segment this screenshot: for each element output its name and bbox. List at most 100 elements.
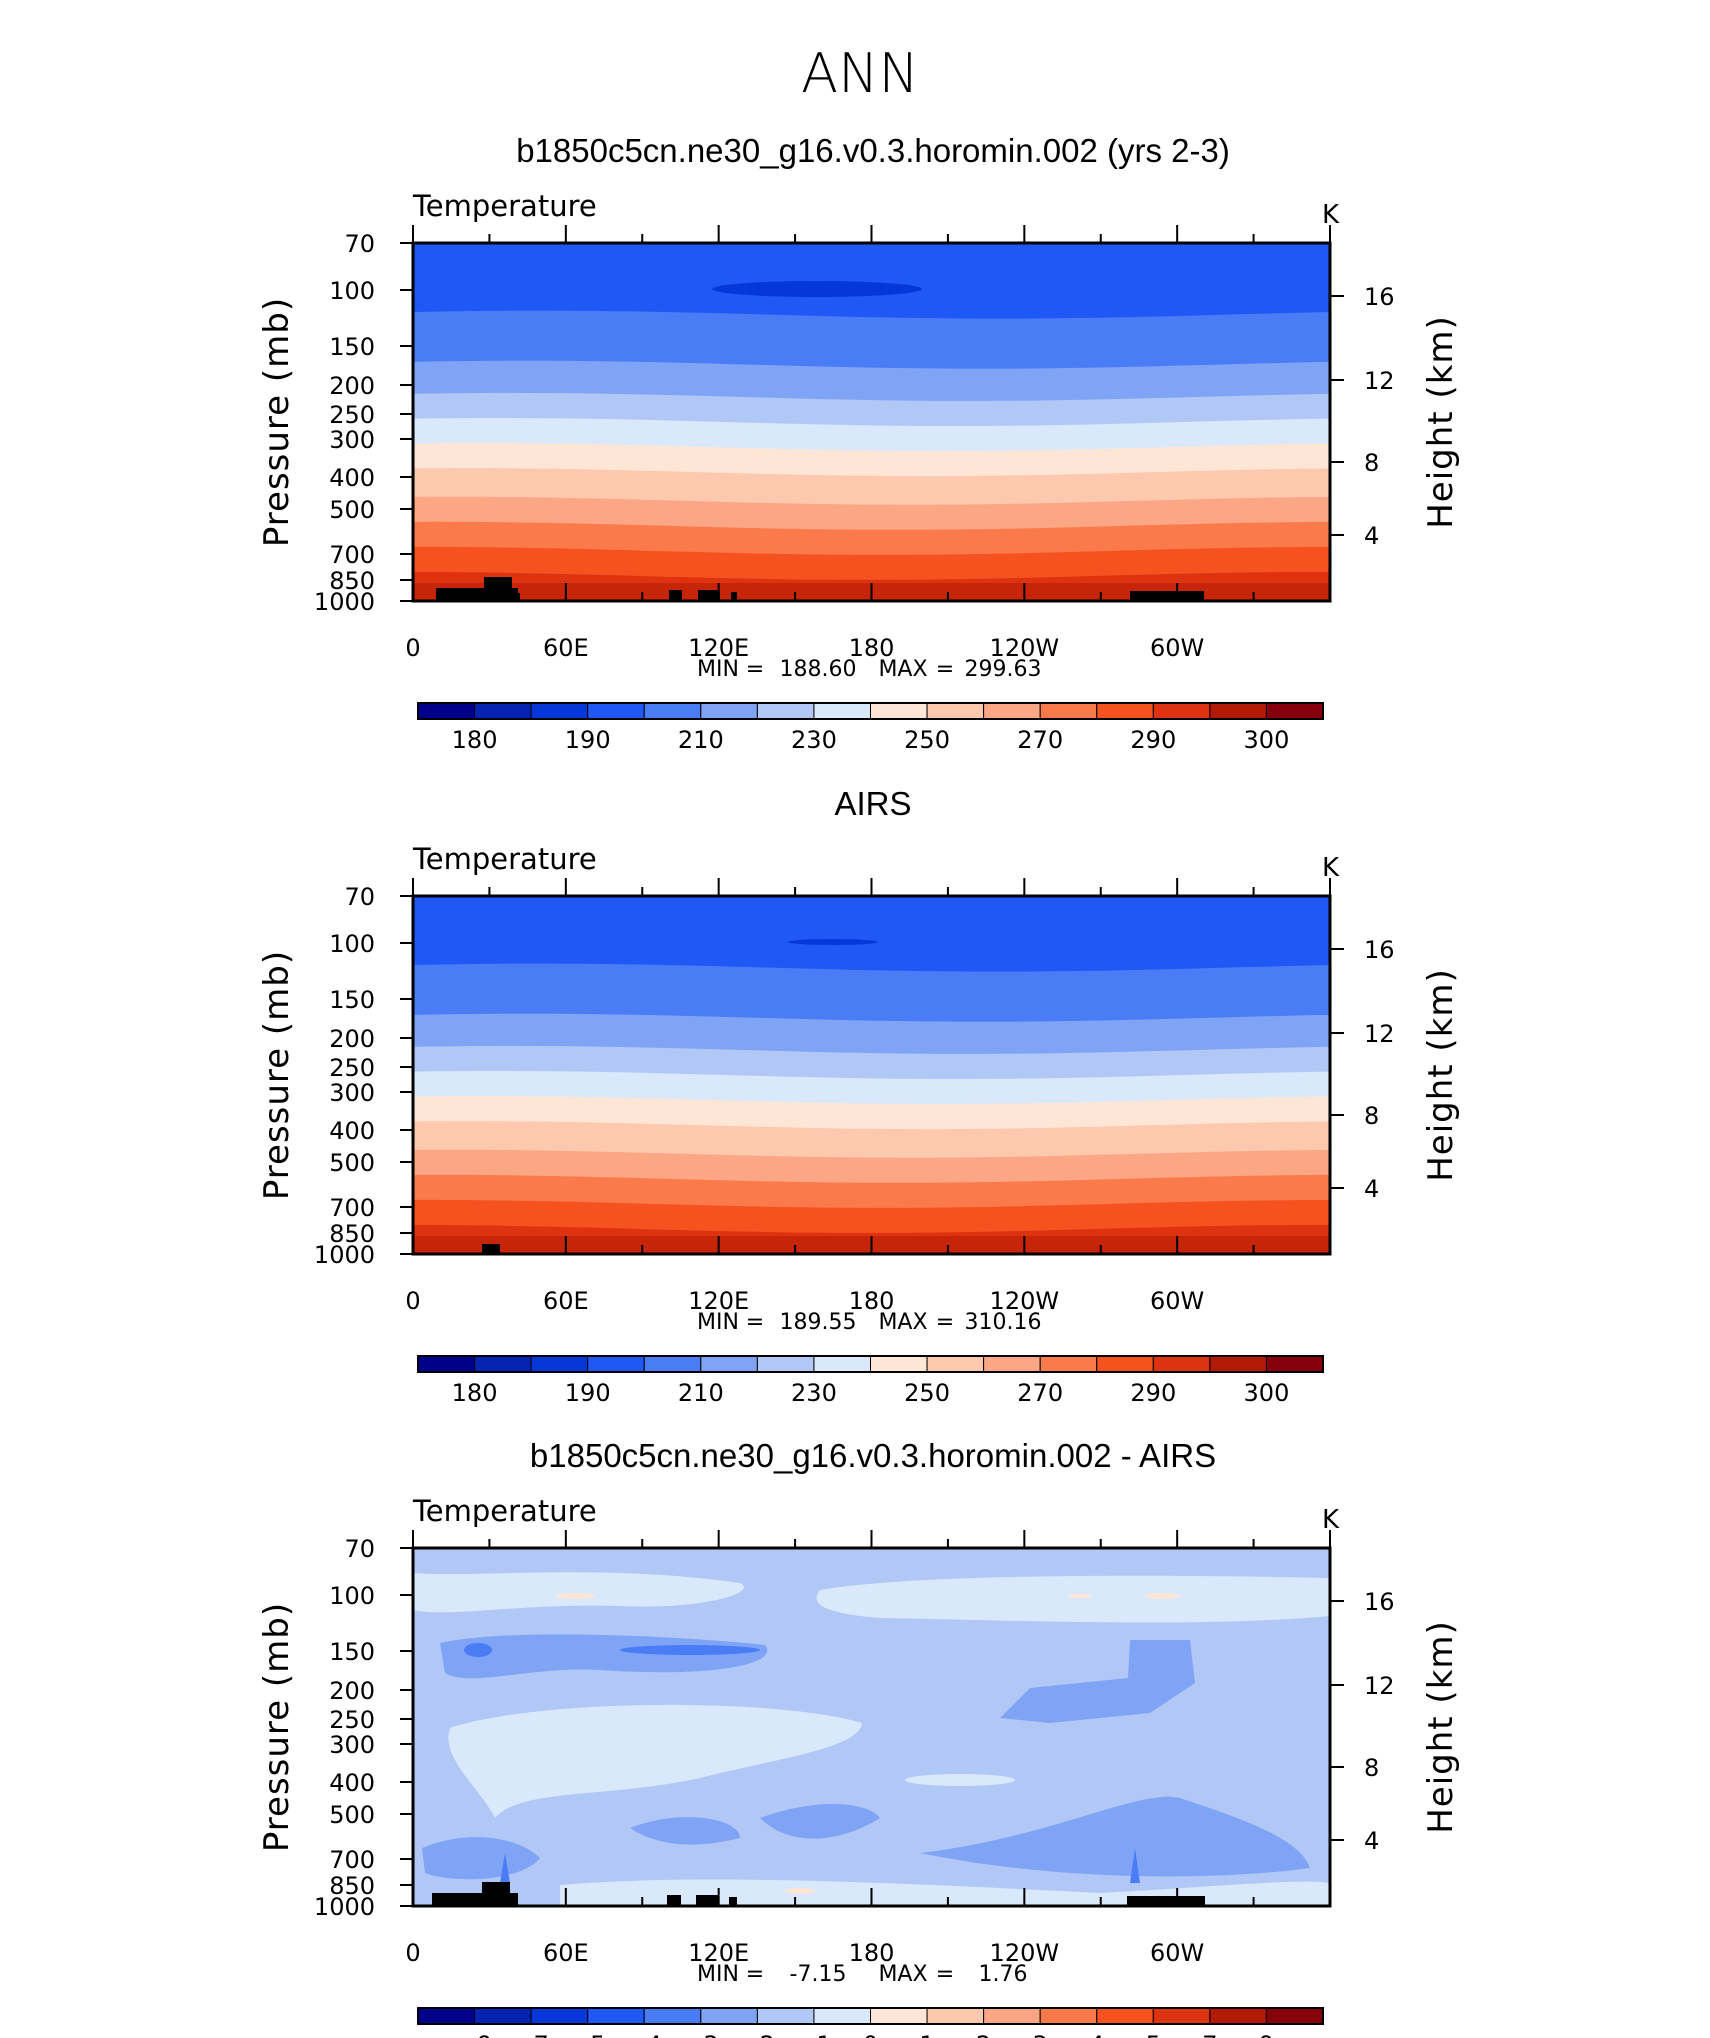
y-tick-label: 1000 bbox=[314, 588, 375, 616]
colorbar-box bbox=[870, 1355, 928, 1373]
colorbar-box bbox=[1209, 1355, 1267, 1373]
contour-band bbox=[413, 896, 1330, 974]
colorbar-box bbox=[813, 702, 871, 720]
y-right-tick-label: 8 bbox=[1364, 1754, 1379, 1782]
x-tick-label: 60E bbox=[543, 634, 589, 662]
colorbar-box bbox=[1152, 2007, 1211, 2025]
topography-mask bbox=[509, 1898, 517, 1906]
y-tick-label: 200 bbox=[329, 1677, 375, 1705]
plot-area bbox=[413, 243, 1330, 601]
max-label: MAX bbox=[878, 1962, 927, 1987]
y-tick-label: 250 bbox=[329, 401, 375, 429]
panel-2: AIRS Temperature K 0 60E 120E 180 120W 60W 70 100 1… bbox=[257, 785, 1461, 1407]
units-label: K bbox=[1322, 1505, 1340, 1535]
max-equals: = bbox=[936, 657, 954, 682]
y-tick-label: 100 bbox=[329, 930, 375, 958]
colorbar-box bbox=[1039, 2007, 1098, 2025]
contour-band bbox=[413, 243, 1330, 321]
colorbar-label: 270 bbox=[1017, 1379, 1063, 1407]
x-tick-label: 180 bbox=[849, 634, 895, 662]
y-tick-label: 500 bbox=[329, 496, 375, 524]
y-tick-label: 850 bbox=[329, 1872, 375, 1900]
y-right-tick-label: 12 bbox=[1364, 1020, 1395, 1048]
panel-title: b1850c5cn.ne30_g16.v0.3.horomin.002 - AI… bbox=[530, 1437, 1216, 1474]
x-tick-label: 120E bbox=[688, 1287, 749, 1315]
x-tick-label: 120W bbox=[990, 1939, 1060, 1967]
colorbar-label: 230 bbox=[791, 726, 837, 754]
colorbar-box bbox=[813, 1355, 871, 1373]
x-tick-label: 60W bbox=[1150, 634, 1204, 662]
colorbar-box bbox=[700, 702, 758, 720]
colorbar-box bbox=[643, 702, 702, 720]
figure-title: ANN bbox=[801, 42, 919, 105]
y-tick-label: 250 bbox=[329, 1706, 375, 1734]
max-equals: = bbox=[936, 1310, 954, 1335]
mid-patch bbox=[1000, 1640, 1195, 1723]
colorbar-box bbox=[1096, 702, 1154, 720]
x-tick-label: 120E bbox=[688, 1939, 749, 1967]
colorbar-box bbox=[926, 2007, 985, 2025]
y-tick-label: 300 bbox=[329, 1731, 375, 1759]
y-right-tick-label: 12 bbox=[1364, 1672, 1395, 1700]
colorbar-label: 290 bbox=[1130, 726, 1176, 754]
y-tick-label: 100 bbox=[329, 1582, 375, 1610]
colorbar-label: −3 bbox=[683, 2031, 718, 2038]
colorbar-box bbox=[1152, 702, 1211, 720]
topography-mask bbox=[482, 1244, 500, 1254]
y-tick-label: 70 bbox=[344, 883, 375, 911]
cold-core bbox=[712, 281, 922, 297]
y-tick-label: 700 bbox=[329, 541, 375, 569]
colorbar-label: 270 bbox=[1017, 726, 1063, 754]
units-label: K bbox=[1322, 853, 1340, 883]
min-value: -7.15 bbox=[790, 1962, 847, 1987]
colorbar-label: 230 bbox=[791, 1379, 837, 1407]
colorbar-box bbox=[530, 1355, 589, 1373]
colorbar-box bbox=[530, 702, 589, 720]
warm-patch bbox=[555, 1593, 595, 1599]
colorbar-box bbox=[587, 1355, 645, 1373]
warm-patch bbox=[1068, 1594, 1092, 1598]
y-right-tick-label: 8 bbox=[1364, 1102, 1379, 1130]
topography-mask bbox=[1127, 1896, 1205, 1906]
colorbar-label: 300 bbox=[1244, 726, 1290, 754]
y-tick-label: 150 bbox=[329, 1638, 375, 1666]
topography-mask bbox=[669, 590, 682, 601]
y-axis-title: Pressure (mb) bbox=[257, 950, 297, 1200]
topography-mask bbox=[667, 1895, 681, 1906]
warm-patch bbox=[785, 1888, 815, 1894]
colorbar-label: 250 bbox=[904, 1379, 950, 1407]
colorbar-label: 5 bbox=[1146, 2031, 1161, 2038]
y-tick-label: 150 bbox=[329, 333, 375, 361]
y-tick-label: 250 bbox=[329, 1054, 375, 1082]
x-tick-label: 60E bbox=[543, 1939, 589, 1967]
y-tick-label: 1000 bbox=[314, 1893, 375, 1921]
colorbar-box bbox=[1265, 702, 1324, 720]
y-tick-label: 70 bbox=[344, 1535, 375, 1563]
colorbar-box bbox=[870, 2007, 928, 2025]
colorbar-box bbox=[870, 702, 928, 720]
y-right-tick-label: 12 bbox=[1364, 367, 1395, 395]
y-tick-label: 700 bbox=[329, 1194, 375, 1222]
warm-patch bbox=[1144, 1593, 1180, 1599]
dark-patch bbox=[464, 1643, 492, 1657]
light-band bbox=[448, 1704, 862, 1818]
colorbar-box bbox=[474, 2007, 532, 2025]
x-tick-label: 0 bbox=[405, 1287, 420, 1315]
contour-band bbox=[413, 963, 1330, 1028]
max-value: 299.63 bbox=[965, 657, 1042, 682]
colorbar-box bbox=[474, 1355, 532, 1373]
colorbar-label: −4 bbox=[627, 2031, 662, 2038]
colorbar-box bbox=[1152, 1355, 1211, 1373]
colorbar-label: 300 bbox=[1244, 1379, 1290, 1407]
colorbar-box bbox=[756, 702, 815, 720]
y-tick-label: 700 bbox=[329, 1846, 375, 1874]
min-label: MIN bbox=[697, 1962, 739, 1987]
cold-core bbox=[788, 939, 878, 945]
panel-1: b1850c5cn.ne30_g16.v0.3.horomin.002 (yrs… bbox=[257, 132, 1461, 754]
contour-band bbox=[413, 310, 1330, 375]
colorbar-box bbox=[474, 702, 532, 720]
y-right-axis-title: Height (km) bbox=[1421, 1620, 1461, 1834]
topography-mask bbox=[484, 577, 512, 601]
colorbar-box bbox=[983, 2007, 1041, 2025]
y-tick-label: 200 bbox=[329, 372, 375, 400]
